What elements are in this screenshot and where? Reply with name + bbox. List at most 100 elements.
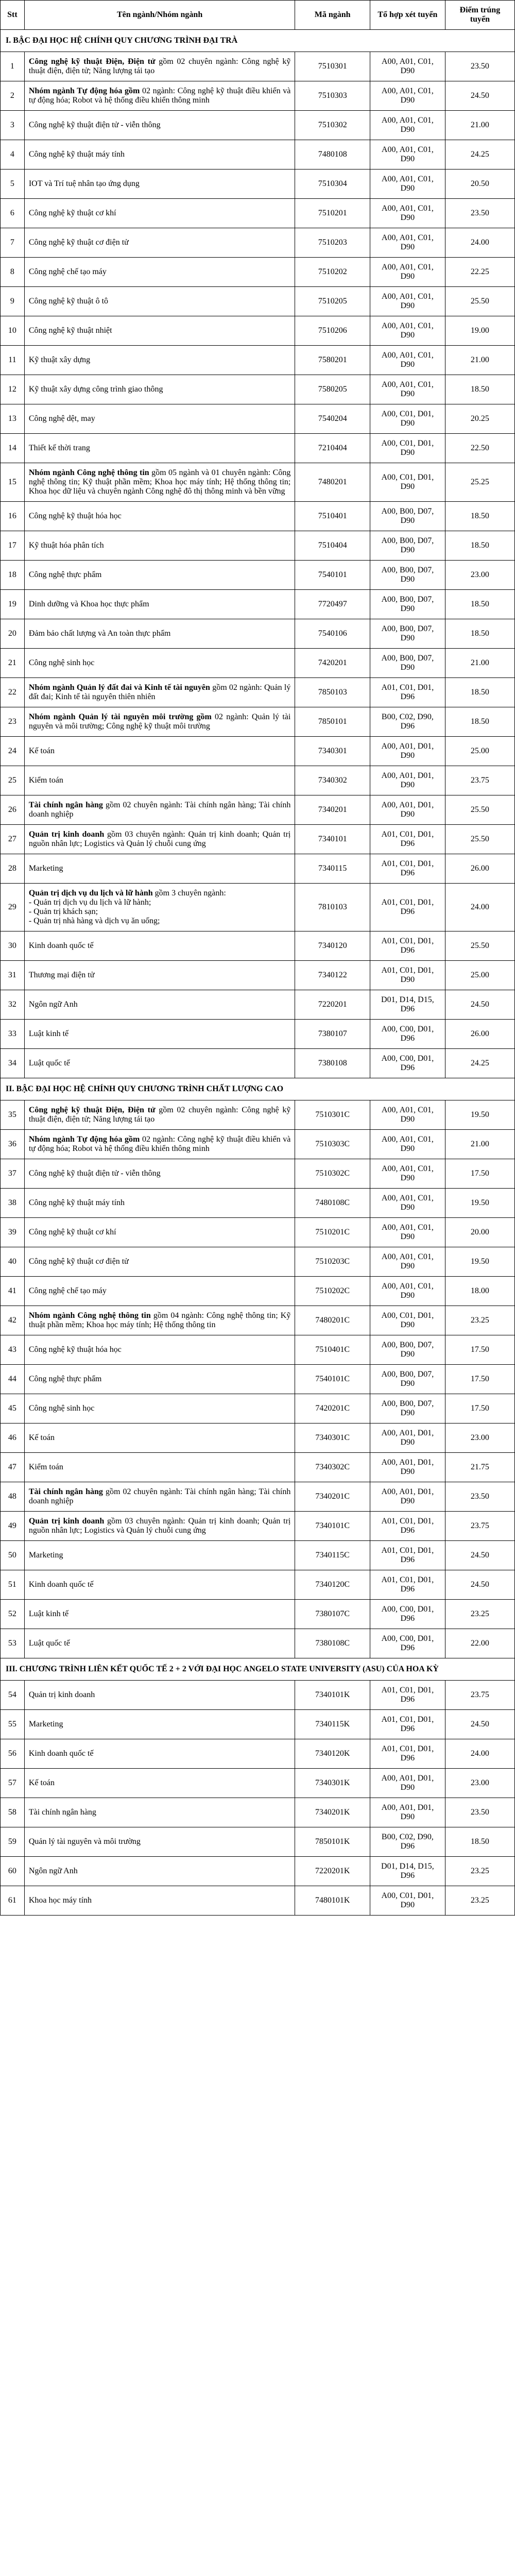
- cell-stt: 24: [1, 737, 25, 766]
- cell-stt: 33: [1, 1020, 25, 1049]
- cell-diem: 18.50: [445, 678, 514, 707]
- name-bold: Tài chính ngân hàng: [29, 1487, 103, 1496]
- cell-name: Ngôn ngữ Anh: [24, 1857, 295, 1886]
- cell-stt: 45: [1, 1394, 25, 1423]
- cell-tohop: A00, B00, D07, D90: [370, 1335, 445, 1365]
- cell-diem: 21.00: [445, 649, 514, 678]
- cell-tohop: A00, B00, D07, D90: [370, 502, 445, 531]
- table-row: 60Ngôn ngữ Anh7220201KD01, D14, D15, D96…: [1, 1857, 515, 1886]
- cell-name: Công nghệ kỹ thuật điện tử - viễn thông: [24, 1159, 295, 1189]
- name-bold: Nhóm ngành Quản lý tài nguyên môi trường…: [29, 713, 212, 721]
- cell-name: Kỹ thuật xây dựng: [24, 346, 295, 375]
- cell-tohop: A01, C01, D01, D96: [370, 1570, 445, 1600]
- cell-tohop: A01, C01, D01, D96: [370, 1681, 445, 1710]
- cell-stt: 40: [1, 1247, 25, 1277]
- table-row: 36Nhóm ngành Tự động hóa gồm 02 ngành: C…: [1, 1130, 515, 1159]
- cell-tohop: A01, C01, D01, D96: [370, 1710, 445, 1739]
- table-row: 40Công nghệ kỹ thuật cơ điện tử7510203CA…: [1, 1247, 515, 1277]
- cell-ma: 7510303C: [295, 1130, 370, 1159]
- cell-name: Công nghệ chế tạo máy: [24, 258, 295, 287]
- cell-ma: 7510205: [295, 287, 370, 316]
- table-row: 26Tài chính ngân hàng gồm 02 chuyên ngàn…: [1, 795, 515, 825]
- cell-tohop: A00, C01, D01, D90: [370, 1306, 445, 1335]
- cell-stt: 52: [1, 1600, 25, 1629]
- table-row: 47Kiểm toán7340302CA00, A01, D01, D9021.…: [1, 1453, 515, 1482]
- cell-stt: 27: [1, 825, 25, 854]
- table-row: 10Công nghệ kỹ thuật nhiệt7510206A00, A0…: [1, 316, 515, 346]
- cell-name: Kinh doanh quốc tế: [24, 1570, 295, 1600]
- cell-tohop: A00, A01, C01, D90: [370, 316, 445, 346]
- table-row: 46Kế toán7340301CA00, A01, D01, D9023.00: [1, 1423, 515, 1453]
- table-row: 12Kỹ thuật xây dựng công trình giao thôn…: [1, 375, 515, 404]
- cell-name: Công nghệ kỹ thuật máy tính: [24, 1189, 295, 1218]
- name-bold: Công nghệ kỹ thuật Điện, Điện tử: [29, 57, 156, 66]
- cell-diem: 18.50: [445, 1827, 514, 1857]
- cell-tohop: D01, D14, D15, D96: [370, 1857, 445, 1886]
- cell-ma: 7510404: [295, 531, 370, 561]
- cell-ma: 7340101: [295, 825, 370, 854]
- cell-diem: 21.00: [445, 1130, 514, 1159]
- cell-name: Công nghệ kỹ thuật điện tử - viễn thông: [24, 111, 295, 140]
- cell-name: Marketing: [24, 854, 295, 884]
- cell-diem: 25.00: [445, 737, 514, 766]
- cell-stt: 20: [1, 619, 25, 649]
- table-row: 43Công nghệ kỹ thuật hóa học7510401CA00,…: [1, 1335, 515, 1365]
- cell-name: Thương mại điện tử: [24, 961, 295, 990]
- cell-ma: 7510302C: [295, 1159, 370, 1189]
- cell-diem: 24.25: [445, 140, 514, 170]
- cell-name: Công nghệ thực phẩm: [24, 561, 295, 590]
- cell-name: Nhóm ngành Quản lý tài nguyên môi trường…: [24, 707, 295, 737]
- table-row: 29Quản trị dịch vụ du lịch và lữ hành gồ…: [1, 884, 515, 931]
- cell-ma: 7510202C: [295, 1277, 370, 1306]
- cell-stt: 46: [1, 1423, 25, 1453]
- cell-stt: 50: [1, 1541, 25, 1570]
- table-row: 57Kế toán7340301KA00, A01, D01, D9023.00: [1, 1769, 515, 1798]
- cell-name: Kế toán: [24, 1769, 295, 1798]
- header-name: Tên ngành/Nhóm ngành: [24, 1, 295, 30]
- cell-ma: 7480101K: [295, 1886, 370, 1916]
- cell-diem: 25.50: [445, 931, 514, 961]
- cell-tohop: A00, A01, C01, D90: [370, 287, 445, 316]
- cell-ma: 7340301C: [295, 1423, 370, 1453]
- cell-ma: 7510201C: [295, 1218, 370, 1247]
- cell-tohop: A01, C01, D01, D96: [370, 884, 445, 931]
- cell-tohop: A00, A01, D01, D90: [370, 1769, 445, 1798]
- table-row: 11Kỹ thuật xây dựng7580201A00, A01, C01,…: [1, 346, 515, 375]
- cell-ma: 7340120K: [295, 1739, 370, 1769]
- cell-name: Công nghệ sinh học: [24, 649, 295, 678]
- table-row: 59Quản lý tài nguyên và môi trường785010…: [1, 1827, 515, 1857]
- cell-diem: 25.00: [445, 961, 514, 990]
- cell-diem: 18.50: [445, 531, 514, 561]
- cell-stt: 2: [1, 81, 25, 111]
- name-bold: Quản trị dịch vụ du lịch và lữ hành: [29, 889, 153, 897]
- cell-stt: 34: [1, 1049, 25, 1078]
- cell-ma: 7480108: [295, 140, 370, 170]
- cell-diem: 18.50: [445, 375, 514, 404]
- cell-ma: 7850101: [295, 707, 370, 737]
- cell-name: Công nghệ dệt, may: [24, 404, 295, 434]
- cell-tohop: A01, C01, D01, D96: [370, 1739, 445, 1769]
- header-row: Stt Tên ngành/Nhóm ngành Mã ngành Tổ hợp…: [1, 1, 515, 30]
- cell-name: Công nghệ chế tạo máy: [24, 1277, 295, 1306]
- cell-diem: 17.50: [445, 1365, 514, 1394]
- cell-tohop: A00, C01, D01, D90: [370, 1886, 445, 1916]
- cell-name: Công nghệ kỹ thuật máy tính: [24, 140, 295, 170]
- cell-name: Kỹ thuật xây dựng công trình giao thông: [24, 375, 295, 404]
- cell-diem: 24.00: [445, 884, 514, 931]
- cell-stt: 42: [1, 1306, 25, 1335]
- table-row: 18Công nghệ thực phẩm7540101A00, B00, D0…: [1, 561, 515, 590]
- table-row: 3Công nghệ kỹ thuật điện tử - viễn thông…: [1, 111, 515, 140]
- table-row: 9Công nghệ kỹ thuật ô tô7510205A00, A01,…: [1, 287, 515, 316]
- cell-name: Kỹ thuật hóa phân tích: [24, 531, 295, 561]
- cell-name: Nhóm ngành Công nghệ thông tin gồm 04 ng…: [24, 1306, 295, 1335]
- cell-ma: 7510401: [295, 502, 370, 531]
- cell-diem: 17.50: [445, 1159, 514, 1189]
- cell-diem: 25.25: [445, 463, 514, 502]
- cell-ma: 7340122: [295, 961, 370, 990]
- cell-name: Công nghệ kỹ thuật Điện, Điện tử gồm 02 …: [24, 52, 295, 81]
- cell-tohop: A00, A01, C01, D90: [370, 199, 445, 228]
- table-row: 34Luật quốc tế7380108A00, C00, D01, D962…: [1, 1049, 515, 1078]
- cell-name: Dinh dưỡng và Khoa học thực phẩm: [24, 590, 295, 619]
- cell-stt: 61: [1, 1886, 25, 1916]
- cell-ma: 7340115: [295, 854, 370, 884]
